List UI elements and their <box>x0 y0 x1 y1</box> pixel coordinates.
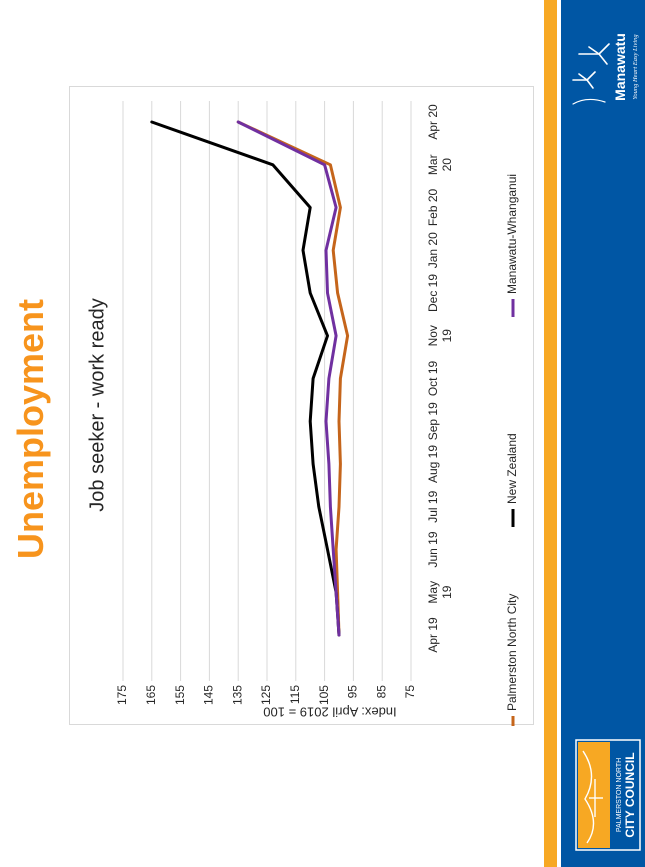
emblem-lines-icon <box>582 750 603 844</box>
manawatu-tagline: Young Heart Easy Living <box>632 34 639 100</box>
manawatu-logo: Manawatu Young Heart Easy Living <box>572 33 639 105</box>
value-tick-label: 125 <box>259 685 273 705</box>
category-tick-label: Feb 20 <box>426 188 440 226</box>
value-axis-label: Index: April 2019 = 100 <box>263 705 396 720</box>
value-axis: 75 85 95 105 115 125 135 145 155 165 175 <box>115 685 417 705</box>
legend-label: Palmerston North City <box>505 594 519 711</box>
series-group <box>150 120 350 637</box>
series-line-1 <box>236 120 350 637</box>
category-tick-label: Sep 19 <box>426 402 440 440</box>
value-tick-label: 75 <box>403 685 417 699</box>
council-emblem-icon <box>578 742 610 848</box>
category-tick-label: Jun 19 <box>426 531 440 567</box>
value-tick-label: 85 <box>374 685 388 699</box>
legend: Palmerston North City New Zealand Manawatu… <box>505 174 519 726</box>
chart-title: Job seeker - work ready <box>86 298 108 511</box>
value-tick-label: 105 <box>317 685 331 705</box>
wind-turbines-icon <box>572 43 610 105</box>
blue-banner <box>561 0 645 867</box>
value-tick-label: 155 <box>173 685 187 705</box>
series-line-2 <box>150 120 341 637</box>
council-name-line2: CITY COUNCIL <box>623 752 637 837</box>
value-tick-label: 145 <box>202 685 216 705</box>
line-chart: 75 85 95 105 115 125 135 145 155 165 175 Apr 19 May1… <box>86 101 519 726</box>
category-tick-label: May19 <box>426 581 454 604</box>
legend-label: Manawatu-Whanganui <box>505 174 519 294</box>
category-tick-label: Jan 20 <box>426 232 440 268</box>
category-tick-label: Oct 19 <box>426 361 440 397</box>
orange-stripe <box>544 0 557 867</box>
legend-item: Palmerston North City <box>505 594 519 726</box>
legend-label: New Zealand <box>505 433 519 504</box>
legend-item: New Zealand <box>505 433 519 527</box>
page-heading: Unemployment <box>10 298 51 560</box>
value-tick-label: 95 <box>346 685 360 699</box>
category-tick-label: Apr 19 <box>426 617 440 653</box>
chart-container: 75 85 95 105 115 125 135 145 155 165 175 Apr 19 May1… <box>69 86 534 726</box>
category-axis: Apr 19 May19 Jun 19 Jul 19 Aug 19 Sep 19 Oct 1… <box>426 104 454 653</box>
value-tick-label: 135 <box>230 685 244 705</box>
gridlines <box>122 101 412 681</box>
manawatu-wordmark: Manawatu <box>612 33 628 101</box>
category-tick-label: Nov19 <box>426 325 454 346</box>
value-tick-label: 175 <box>115 685 129 705</box>
category-tick-label: Jul 19 <box>426 490 440 522</box>
banner-gap <box>557 0 561 867</box>
category-tick-label: Mar20 <box>426 154 454 175</box>
council-logo: PALMERSTON NORTH CITY COUNCIL <box>575 739 641 851</box>
value-tick-label: 115 <box>288 685 302 704</box>
category-tick-label: Aug 19 <box>426 445 440 483</box>
value-tick-label: 165 <box>144 685 158 705</box>
legend-item: Manawatu-Whanganui <box>505 174 519 317</box>
series-line-3 <box>236 120 341 637</box>
category-tick-label: Apr 20 <box>426 104 440 140</box>
council-name-line1: PALMERSTON NORTH <box>616 758 623 832</box>
category-tick-label: Dec 19 <box>426 274 440 312</box>
